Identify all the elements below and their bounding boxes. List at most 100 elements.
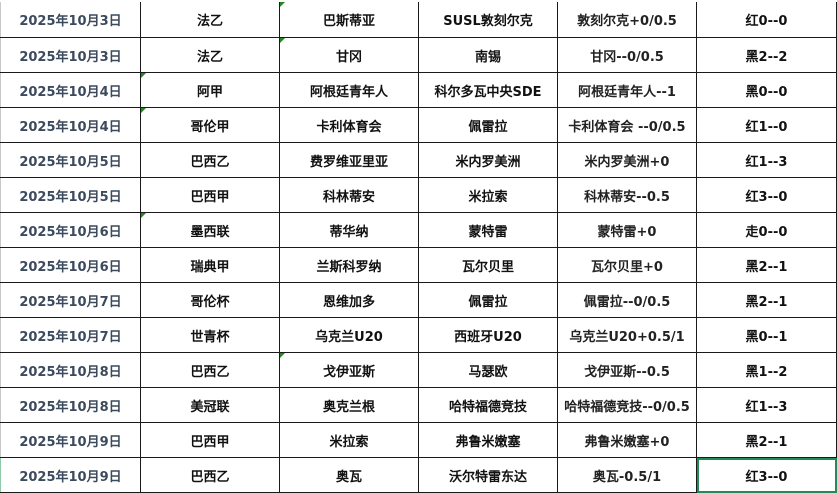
away-team-cell-text: 米内罗美洲	[455, 154, 521, 170]
away-team-cell-text: 佩雷拉	[468, 119, 508, 135]
handicap-cell[interactable]: 哈特福德竞技--0/0.5	[557, 387, 697, 423]
league-cell[interactable]: 哥伦杯	[140, 282, 280, 318]
home-team-cell[interactable]: 卡利体育会	[279, 107, 419, 143]
result-cell[interactable]: 黑2--1	[696, 282, 837, 318]
date-cell-text: 2025年10月8日	[19, 364, 122, 380]
home-team-cell[interactable]: 奥克兰根	[279, 387, 419, 423]
away-team-cell[interactable]: 蒙特雷	[418, 212, 558, 248]
date-cell[interactable]: 2025年10月3日	[0, 2, 141, 38]
handicap-cell[interactable]: 科林蒂安--0.5	[557, 177, 697, 213]
away-team-cell[interactable]: 科尔多瓦中央SDE	[418, 72, 558, 108]
date-cell-text: 2025年10月7日	[19, 329, 122, 345]
result-cell[interactable]: 黑2--2	[696, 37, 837, 73]
home-team-cell-text: 科林蒂安	[322, 189, 375, 205]
league-cell[interactable]: 美冠联	[140, 387, 280, 423]
date-cell[interactable]: 2025年10月9日	[0, 457, 141, 493]
handicap-cell[interactable]: 米内罗美洲+0	[557, 142, 697, 178]
handicap-cell-text: 乌克兰U20+0.5/1	[569, 329, 685, 345]
handicap-cell[interactable]: 蒙特雷+0	[557, 212, 697, 248]
home-team-cell[interactable]: 奥瓦	[279, 457, 419, 493]
date-cell[interactable]: 2025年10月7日	[0, 282, 141, 318]
league-cell[interactable]: 法乙	[140, 2, 280, 38]
handicap-cell[interactable]: 敦刻尔克+0/0.5	[557, 2, 697, 38]
home-team-cell[interactable]: 阿根廷青年人	[279, 72, 419, 108]
handicap-cell[interactable]: 乌克兰U20+0.5/1	[557, 317, 697, 353]
home-team-cell[interactable]: 蒂华纳	[279, 212, 419, 248]
handicap-cell-text: 甘冈--0/0.5	[590, 49, 664, 65]
away-team-cell[interactable]: 马瑟欧	[418, 352, 558, 388]
date-cell[interactable]: 2025年10月8日	[0, 387, 141, 423]
away-team-cell[interactable]: SUSL敦刻尔克	[418, 2, 558, 38]
league-cell[interactable]: 法乙	[140, 37, 280, 73]
league-cell[interactable]: 巴西甲	[140, 422, 280, 458]
away-team-cell[interactable]: 弗鲁米嫩塞	[418, 422, 558, 458]
result-cell[interactable]: 黑0--0	[696, 72, 837, 108]
table-row: 2025年10月6日 瑞典甲 兰斯科罗纳 瓦尔贝里 瓦尔贝里+0 黑2--1	[0, 247, 837, 283]
away-team-cell[interactable]: 哈特福德竞技	[418, 387, 558, 423]
handicap-cell[interactable]: 瓦尔贝里+0	[557, 247, 697, 283]
date-cell[interactable]: 2025年10月4日	[0, 107, 141, 143]
league-cell-text: 巴西乙	[190, 154, 230, 170]
away-team-cell[interactable]: 米拉索	[418, 177, 558, 213]
home-team-cell[interactable]: 巴斯蒂亚	[279, 2, 419, 38]
league-cell-text: 美冠联	[190, 399, 230, 415]
result-cell[interactable]: 红0--0	[696, 2, 837, 38]
home-team-cell[interactable]: 米拉索	[279, 422, 419, 458]
table-row: 2025年10月5日 巴西乙 费罗维亚里亚 米内罗美洲 米内罗美洲+0 红1--3	[0, 142, 837, 178]
date-cell[interactable]: 2025年10月6日	[0, 212, 141, 248]
home-team-cell[interactable]: 兰斯科罗纳	[279, 247, 419, 283]
league-cell[interactable]: 世青杯	[140, 317, 280, 353]
result-cell[interactable]: 走0--0	[696, 212, 837, 248]
date-cell-text: 2025年10月3日	[19, 49, 122, 65]
result-cell[interactable]: 红3--0	[696, 457, 837, 493]
date-cell[interactable]: 2025年10月5日	[0, 142, 141, 178]
league-cell[interactable]: 巴西乙	[140, 457, 280, 493]
away-team-cell[interactable]: 米内罗美洲	[418, 142, 558, 178]
date-cell[interactable]: 2025年10月3日	[0, 37, 141, 73]
home-team-cell[interactable]: 恩维加多	[279, 282, 419, 318]
result-cell-text: 红1--0	[745, 119, 788, 135]
result-cell[interactable]: 黑0--1	[696, 317, 837, 353]
away-team-cell[interactable]: 佩雷拉	[418, 107, 558, 143]
league-cell[interactable]: 哥伦甲	[140, 107, 280, 143]
date-cell[interactable]: 2025年10月7日	[0, 317, 141, 353]
handicap-cell[interactable]: 卡利体育会 --0/0.5	[557, 107, 697, 143]
date-cell[interactable]: 2025年10月4日	[0, 72, 141, 108]
result-cell[interactable]: 黑2--1	[696, 422, 837, 458]
home-team-cell[interactable]: 费罗维亚里亚	[279, 142, 419, 178]
league-cell[interactable]: 巴西乙	[140, 352, 280, 388]
date-cell[interactable]: 2025年10月9日	[0, 422, 141, 458]
handicap-cell[interactable]: 甘冈--0/0.5	[557, 37, 697, 73]
home-team-cell[interactable]: 甘冈	[279, 37, 419, 73]
league-cell[interactable]: 巴西乙	[140, 142, 280, 178]
home-team-cell[interactable]: 戈伊亚斯	[279, 352, 419, 388]
handicap-cell[interactable]: 阿根廷青年人--1	[557, 72, 697, 108]
date-cell[interactable]: 2025年10月5日	[0, 177, 141, 213]
handicap-cell[interactable]: 佩雷拉--0/0.5	[557, 282, 697, 318]
cell-indicator-icon	[280, 353, 285, 358]
league-cell[interactable]: 巴西甲	[140, 177, 280, 213]
date-cell[interactable]: 2025年10月8日	[0, 352, 141, 388]
league-cell-text: 瑞典甲	[190, 259, 230, 275]
league-cell[interactable]: 墨西联	[140, 212, 280, 248]
handicap-cell[interactable]: 弗鲁米嫩塞+0	[557, 422, 697, 458]
result-cell[interactable]: 红1--3	[696, 142, 837, 178]
home-team-cell[interactable]: 乌克兰U20	[279, 317, 419, 353]
away-team-cell[interactable]: 南锡	[418, 37, 558, 73]
result-cell[interactable]: 黑1--2	[696, 352, 837, 388]
date-cell[interactable]: 2025年10月6日	[0, 247, 141, 283]
handicap-cell[interactable]: 奥瓦-0.5/1	[557, 457, 697, 493]
cell-indicator-icon	[141, 108, 146, 113]
away-team-cell[interactable]: 沃尔特雷东达	[418, 457, 558, 493]
result-cell[interactable]: 黑2--1	[696, 247, 837, 283]
result-cell[interactable]: 红1--0	[696, 107, 837, 143]
home-team-cell[interactable]: 科林蒂安	[279, 177, 419, 213]
away-team-cell[interactable]: 西班牙U20	[418, 317, 558, 353]
away-team-cell[interactable]: 瓦尔贝里	[418, 247, 558, 283]
league-cell[interactable]: 瑞典甲	[140, 247, 280, 283]
away-team-cell[interactable]: 佩雷拉	[418, 282, 558, 318]
result-cell[interactable]: 红1--3	[696, 387, 837, 423]
handicap-cell[interactable]: 戈伊亚斯--0.5	[557, 352, 697, 388]
league-cell[interactable]: 阿甲	[140, 72, 280, 108]
result-cell[interactable]: 红3--0	[696, 177, 837, 213]
